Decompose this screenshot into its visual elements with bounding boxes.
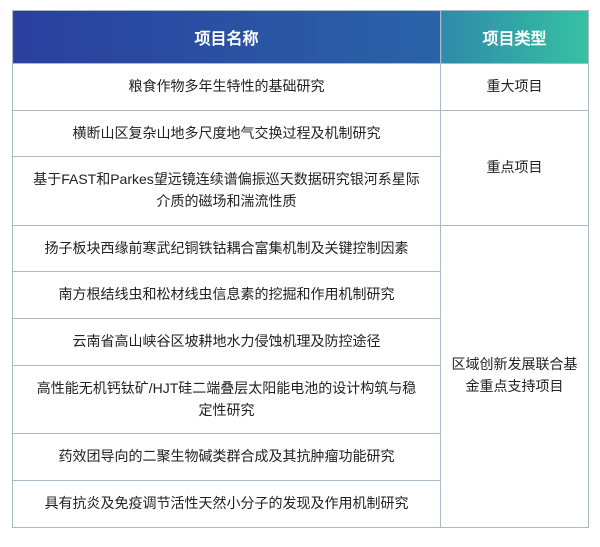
project-name-cell: 具有抗炎及免疫调节活性天然小分子的发现及作用机制研究 xyxy=(13,480,441,527)
project-name-cell: 云南省高山峡谷区坡耕地水力侵蚀机理及防控途径 xyxy=(13,319,441,366)
project-name-cell: 基于FAST和Parkes望远镜连续谱偏振巡天数据研究银河系星际介质的磁场和湍流… xyxy=(13,157,441,225)
project-type-cell: 重点项目 xyxy=(441,110,589,225)
project-name-cell: 南方根结线虫和松材线虫信息素的挖掘和作用机制研究 xyxy=(13,272,441,319)
project-name-cell: 药效团导向的二聚生物碱类群合成及其抗肿瘤功能研究 xyxy=(13,434,441,481)
table-row: 横断山区复杂山地多尺度地气交换过程及机制研究 重点项目 xyxy=(13,110,589,157)
header-row: 项目名称 项目类型 xyxy=(13,11,589,64)
header-project-type: 项目类型 xyxy=(441,11,589,64)
projects-table: 项目名称 项目类型 粮食作物多年生特性的基础研究 重大项目 横断山区复杂山地多尺… xyxy=(12,10,589,528)
header-project-name: 项目名称 xyxy=(13,11,441,64)
project-name-cell: 高性能无机钙钛矿/HJT硅二端叠层太阳能电池的设计构筑与稳定性研究 xyxy=(13,365,441,433)
project-type-cell: 区域创新发展联合基金重点支持项目 xyxy=(441,225,589,527)
project-name-cell: 粮食作物多年生特性的基础研究 xyxy=(13,64,441,111)
project-name-cell: 横断山区复杂山地多尺度地气交换过程及机制研究 xyxy=(13,110,441,157)
project-name-cell: 扬子板块西缘前寒武纪铜铁钴耦合富集机制及关键控制因素 xyxy=(13,225,441,272)
table-row: 扬子板块西缘前寒武纪铜铁钴耦合富集机制及关键控制因素 区域创新发展联合基金重点支… xyxy=(13,225,589,272)
table-row: 粮食作物多年生特性的基础研究 重大项目 xyxy=(13,64,589,111)
project-type-cell: 重大项目 xyxy=(441,64,589,111)
table-container: 项目名称 项目类型 粮食作物多年生特性的基础研究 重大项目 横断山区复杂山地多尺… xyxy=(0,0,600,540)
